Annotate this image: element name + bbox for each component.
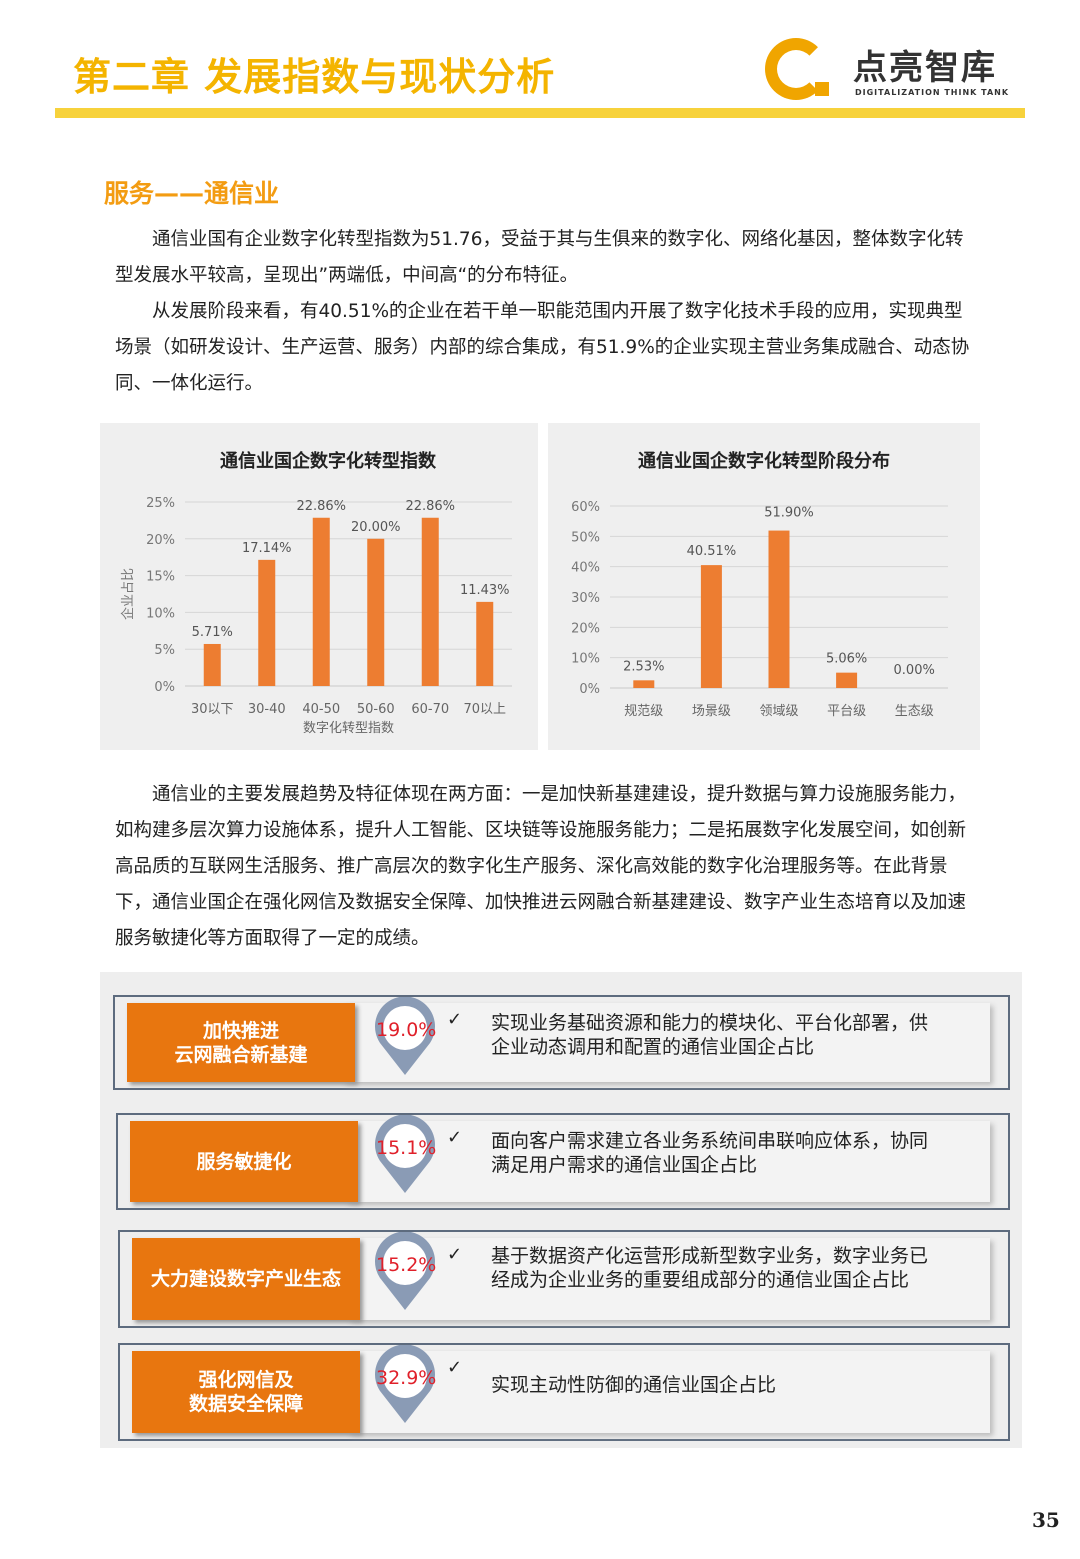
y-tick-label: 60% [571,500,600,515]
bar [836,672,858,688]
x-tick-label: 领域级 [759,704,798,719]
data-label: 5.71% [192,625,233,640]
y-tick-label: 25% [146,496,175,511]
chart-stage-distribution: 通信业国企数字化转型阶段分布 0% 10% 20% 30% 40% 50% 60% 2.53% 规… [548,423,980,750]
achievement-row [118,1230,1010,1328]
y-tick-label: 10% [571,652,600,667]
logo-text: 点亮智库 [853,48,997,88]
y-tick-label: 5% [154,643,175,658]
data-label: 2.53% [623,659,664,674]
y-tick-label: 40% [571,561,600,576]
chart-index-distribution: 通信业国企数字化转型指数 0% 5% 10% 15% 20% 25% 5.71% 30以下 17.… [100,423,538,750]
bar [476,601,494,686]
y-tick-label: 20% [146,533,175,548]
check-icon: ✓ [447,1009,463,1030]
achievement-card [348,1351,990,1433]
y-tick-label: 0% [579,682,600,697]
y-tick-label: 50% [571,530,600,545]
achievement-row [113,995,1010,1090]
achievement-percent: 19.0% [376,1019,437,1041]
achievement-description: 实现主动性防御的通信业国企占比 [491,1374,777,1396]
bar [312,517,330,686]
y-tick-label: 20% [571,621,600,636]
x-tick-label: 50-60 [357,702,395,717]
y-axis-label: 企业占比 [120,568,136,620]
achievement-row [116,1113,1010,1210]
achievement-description: 实现业务基础资源和能力的模块化、平台化部署，供企业动态调用和配置的通信业国企占比 [491,1012,929,1058]
logo: 点亮智库 DIGITALIZATION THINK TANK [765,38,1027,102]
data-label: 0.00% [894,663,935,678]
achievement-card [348,1238,990,1320]
x-tick-label: 场景级 [692,704,731,719]
x-axis-label: 数字化转型指数 [303,721,394,736]
trend-text: 通信业的主要发展趋势及特征体现在两方面：一是加快新基建建设，提升数据与算力设施服… [115,777,977,957]
x-tick-label: 生态级 [895,704,934,719]
data-label: 11.43% [460,583,510,598]
bar [768,530,790,688]
location-pin-icon [372,1344,438,1423]
location-pin-icon [372,1114,438,1193]
achievement-card [346,1121,990,1202]
check-icon: ✓ [447,1357,463,1378]
header-divider [55,108,1025,118]
achievement-label: 大力建设数字产业生态 [132,1238,360,1320]
x-tick-label: 60-70 [411,702,449,717]
x-tick-label: 30-40 [248,702,286,717]
achievement-card [343,1003,990,1082]
achievement-label: 服务敏捷化 [130,1121,358,1202]
achievement-description: 面向客户需求建立各业务系统间串联响应体系，协同满足用户需求的通信业国企占比 [491,1130,929,1176]
y-tick-label: 10% [146,606,175,621]
x-tick-label: 30以下 [191,702,234,717]
y-tick-label: 30% [571,591,600,606]
logo-dot-icon [815,82,829,96]
data-label: 22.86% [296,499,346,514]
location-pin-icon [372,996,438,1075]
data-label: 22.86% [405,499,455,514]
data-label: 5.06% [826,652,867,667]
x-tick-label: 70以上 [463,702,506,717]
location-pin-icon [372,1231,438,1310]
x-tick-label: 平台级 [827,704,866,719]
achievement-percent: 15.2% [376,1254,437,1276]
data-label: 17.14% [242,541,292,556]
achievement-label: 强化网信及 数据安全保障 [132,1351,360,1433]
data-label: 20.00% [351,520,401,535]
bar [258,559,276,686]
bar [367,538,385,686]
logo-subtext: DIGITALIZATION THINK TANK [855,88,1010,97]
y-tick-label: 15% [146,570,175,585]
chapter-title: 第二章 发展指数与现状分析 [73,55,556,99]
chart-title: 通信业国企数字化转型阶段分布 [638,450,890,472]
page-number: 35 [1032,1508,1060,1532]
achievement-row [118,1343,1010,1441]
paragraph: 通信业的主要发展趋势及特征体现在两方面：一是加快新基建建设，提升数据与算力设施服… [115,784,967,949]
data-label: 40.51% [687,544,737,559]
check-icon: ✓ [447,1244,463,1265]
bar [203,643,221,686]
achievement-label: 加快推进 云网融合新基建 [127,1003,355,1082]
bar [421,517,439,686]
chart-title: 通信业国企数字化转型指数 [220,450,437,472]
bar [700,565,722,688]
x-tick-label: 规范级 [624,704,663,719]
achievement-description: 基于数据资产化运营形成新型数字业务，数字业务已经成为企业业务的重要组成部分的通信… [491,1245,929,1291]
section-title: 服务——通信业 [104,179,280,208]
paragraph: 通信业国有企业数字化转型指数为51.76，受益于其与生俱来的数字化、网络化基因，… [115,229,964,286]
y-tick-label: 0% [154,680,175,695]
bar [633,680,655,688]
paragraph: 从发展阶段来看，有40.51%的企业在若干单一职能范围内开展了数字化技术手段的应… [115,301,970,394]
achievement-percent: 15.1% [376,1137,437,1159]
achievement-percent: 32.9% [376,1367,437,1389]
check-icon: ✓ [447,1127,463,1148]
data-label: 51.90% [764,506,814,521]
intro-text: 通信业国有企业数字化转型指数为51.76，受益于其与生俱来的数字化、网络化基因，… [115,222,977,402]
x-tick-label: 40-50 [302,702,340,717]
